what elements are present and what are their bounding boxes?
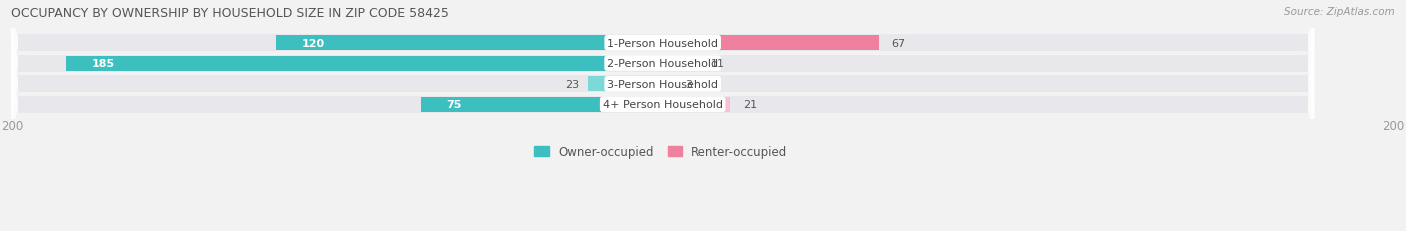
Bar [662, 57, 699, 71]
Text: 185: 185 [91, 59, 115, 69]
Bar [17, 76, 1308, 93]
Text: 200: 200 [1, 119, 24, 132]
Bar [662, 36, 879, 51]
Text: 200: 200 [1382, 119, 1405, 132]
Bar [276, 36, 662, 51]
Text: 67: 67 [891, 38, 905, 49]
Text: 75: 75 [447, 100, 463, 110]
FancyBboxPatch shape [11, 0, 1315, 158]
Bar [589, 77, 662, 92]
Text: 3: 3 [685, 79, 692, 89]
Text: 1-Person Household: 1-Person Household [607, 38, 718, 49]
Text: 4+ Person Household: 4+ Person Household [603, 100, 723, 110]
FancyBboxPatch shape [11, 0, 1315, 137]
Bar [17, 35, 1308, 52]
Bar [17, 55, 1308, 72]
Bar [66, 57, 662, 71]
Text: 120: 120 [301, 38, 325, 49]
Bar [420, 97, 662, 112]
Text: 21: 21 [744, 100, 758, 110]
Text: 3-Person Household: 3-Person Household [607, 79, 718, 89]
FancyBboxPatch shape [11, 0, 1315, 178]
Bar [662, 77, 672, 92]
Legend: Owner-occupied, Renter-occupied: Owner-occupied, Renter-occupied [530, 140, 792, 163]
Text: 23: 23 [565, 79, 579, 89]
FancyBboxPatch shape [11, 11, 1315, 199]
Text: 11: 11 [711, 59, 725, 69]
Text: Source: ZipAtlas.com: Source: ZipAtlas.com [1284, 7, 1395, 17]
Text: 2-Person Household: 2-Person Household [607, 59, 718, 69]
Text: OCCUPANCY BY OWNERSHIP BY HOUSEHOLD SIZE IN ZIP CODE 58425: OCCUPANCY BY OWNERSHIP BY HOUSEHOLD SIZE… [11, 7, 449, 20]
Bar [17, 97, 1308, 113]
Bar [662, 97, 731, 112]
